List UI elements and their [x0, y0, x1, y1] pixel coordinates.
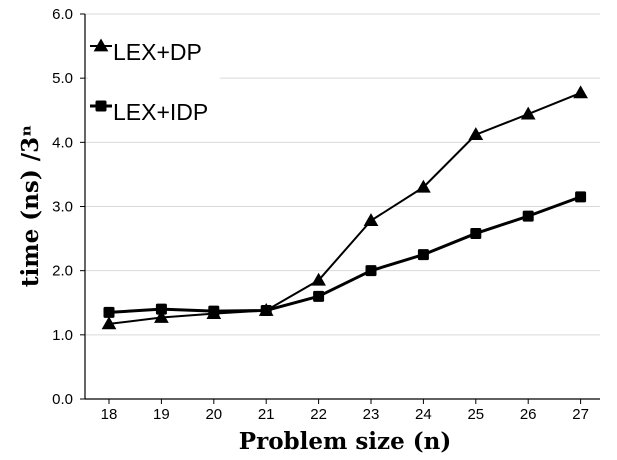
data-point	[417, 249, 429, 261]
data-point	[103, 306, 115, 318]
data-point	[363, 213, 379, 226]
legend-marker	[93, 38, 109, 52]
x-tick-label: 26	[520, 406, 537, 423]
data-point	[468, 127, 484, 141]
data-series	[101, 85, 588, 330]
data-point	[573, 85, 588, 99]
data-point	[260, 304, 272, 316]
data-point	[575, 191, 587, 203]
series-line-lex-idp	[108, 195, 582, 314]
axes: 0.0 1.0 2.0 3.0 4.0 5.0 6.0 18 19 20 21 22 23 24 25 26 2…	[52, 6, 600, 423]
y-tick-label: 2.0	[52, 263, 73, 280]
data-point	[101, 316, 117, 330]
legend-marker	[95, 100, 107, 112]
data-point	[155, 303, 167, 315]
x-tick-label: 22	[310, 406, 327, 423]
legend-label: LEX+IDP	[113, 99, 208, 125]
x-tick-label: 23	[363, 406, 380, 423]
data-point	[470, 227, 482, 239]
data-point	[311, 272, 326, 286]
legend-background	[88, 16, 220, 140]
y-tick-label: 0.0	[52, 391, 73, 408]
x-tick-label: 20	[205, 406, 222, 423]
y-axis-title: time (ns) /3ⁿ	[17, 125, 44, 287]
y-tick-label: 1.0	[52, 327, 73, 344]
data-point	[522, 210, 534, 222]
y-tick-label: 4.0	[52, 134, 73, 151]
legend: LEX+DP LEX+IDP	[88, 16, 220, 140]
x-tick-label: 19	[153, 406, 170, 423]
legend-label: LEX+DP	[113, 39, 202, 65]
x-tick-label: 24	[415, 406, 432, 423]
y-tick-label: 3.0	[52, 199, 73, 216]
x-tick-label: 21	[258, 406, 275, 423]
data-point	[365, 265, 377, 277]
series-line-lex-dp	[108, 91, 581, 325]
x-tick-label: 27	[572, 406, 589, 423]
x-tick-label: 18	[101, 406, 118, 423]
x-tick-label: 25	[467, 406, 484, 423]
y-tick-label: 6.0	[52, 6, 73, 23]
data-point	[313, 290, 325, 302]
y-tick-label: 5.0	[52, 70, 73, 87]
x-axis-title: Problem size (n)	[239, 428, 451, 455]
data-point	[416, 179, 431, 193]
data-point	[520, 106, 536, 120]
data-point	[154, 310, 169, 323]
data-point	[208, 305, 220, 317]
